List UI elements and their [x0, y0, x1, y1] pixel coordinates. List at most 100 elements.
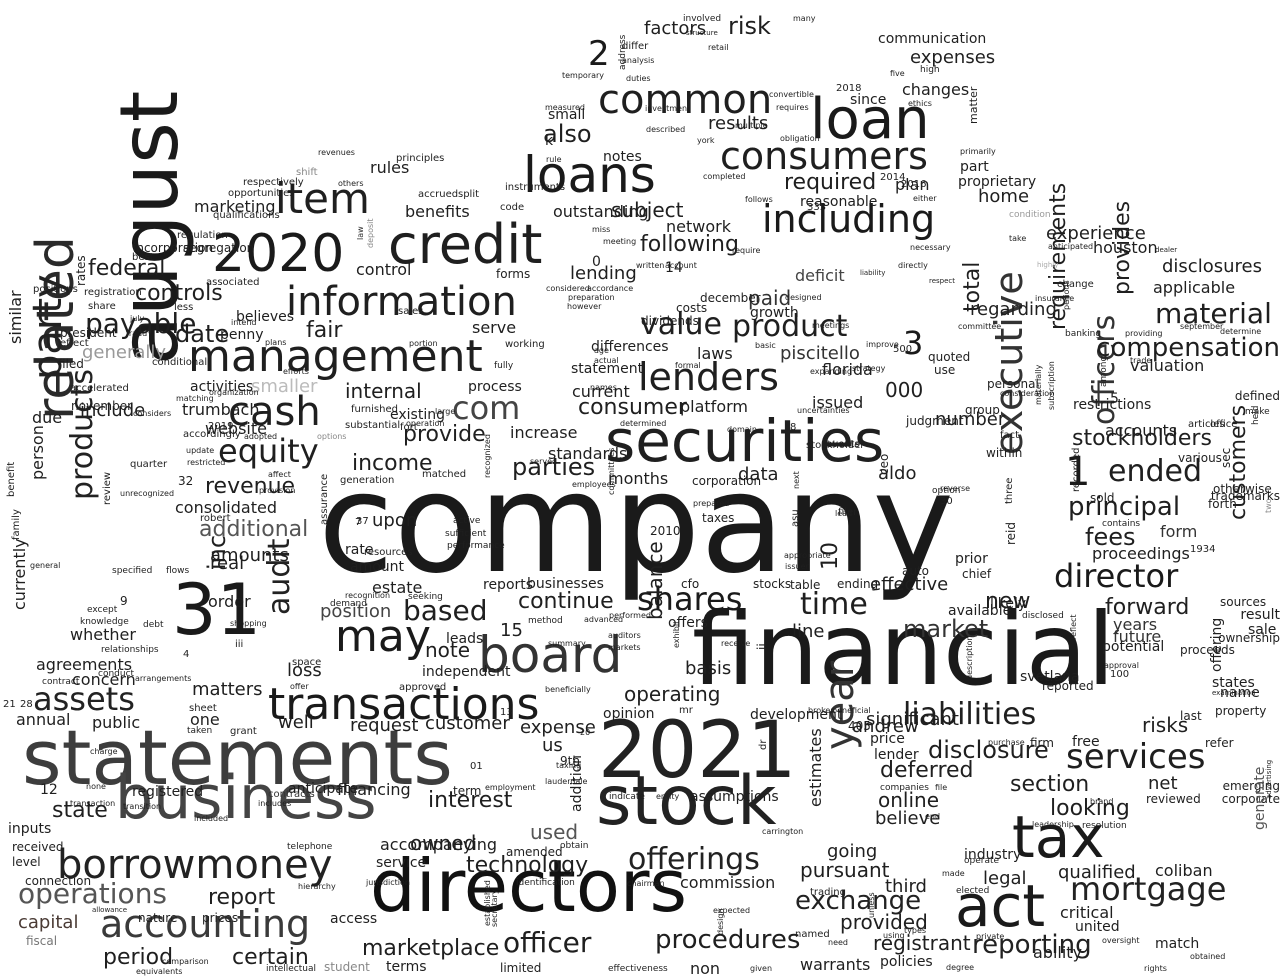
word-markets: markets	[608, 643, 641, 652]
word-registrant: registrant	[873, 931, 971, 955]
word-likely: likely	[990, 596, 1027, 612]
word-knowledge: knowledge	[80, 617, 129, 627]
word-three: three	[1004, 477, 1015, 504]
word-sufficient: sufficient	[445, 529, 487, 539]
word-transaction: transaction	[70, 799, 116, 808]
word-basic: basic	[755, 341, 776, 350]
word-0: 0	[592, 254, 601, 270]
word-trademarks: trademarks	[1210, 489, 1280, 503]
word-affect: affect	[268, 470, 291, 479]
word-information: information	[286, 279, 517, 325]
word-measured: measured	[545, 103, 585, 112]
word-request: request	[350, 715, 419, 736]
word-leadership: leadership	[1032, 820, 1074, 829]
word-forms: forms	[496, 267, 531, 281]
word-2020: 2020	[212, 224, 345, 284]
word-form: form	[1160, 522, 1198, 541]
word-condition: condition	[1009, 210, 1051, 220]
word-filer: filer	[838, 507, 858, 518]
word-net: net	[1148, 773, 1178, 794]
word-none: none	[86, 782, 106, 791]
word-space: space	[292, 657, 322, 668]
word-agreements: agreements	[36, 655, 133, 674]
word-risk: risk	[728, 12, 771, 40]
word-securities: securities	[605, 407, 885, 475]
word-laws: laws	[697, 344, 733, 363]
word-one: one	[190, 710, 220, 729]
word-qualifications: qualifications	[213, 210, 280, 221]
word-reasonable: reasonable	[800, 194, 878, 210]
word-available: available	[948, 603, 1012, 619]
word-federal: federal	[88, 256, 166, 281]
word-change: change	[1057, 279, 1094, 290]
word-leads: leads	[446, 631, 484, 647]
word-principles: principles	[396, 153, 445, 164]
word-active: active	[453, 516, 481, 526]
word-marketing: marketing	[194, 197, 276, 216]
word-also: also	[543, 120, 592, 148]
word-due: due	[32, 408, 63, 427]
word-registration: registration	[84, 287, 142, 298]
word-mortgage: mortgage	[1070, 870, 1227, 908]
word-committee: committee	[958, 322, 1002, 331]
word-based: based	[403, 594, 488, 627]
word-firm: firm	[1030, 736, 1054, 750]
word-legal: legal	[983, 868, 1027, 889]
word-issued: issued	[812, 393, 864, 412]
word-offer: offer	[290, 682, 309, 691]
word-restrictions: restrictions	[1073, 397, 1152, 413]
word-group: group	[965, 403, 1000, 417]
word-pursuant: pursuant	[800, 858, 890, 882]
word-appropriate: appropriate	[784, 551, 831, 560]
word-opinion: opinion	[603, 706, 655, 722]
word-results: results	[708, 113, 769, 134]
word-events: events	[826, 439, 860, 450]
word-revenues: revenues	[318, 148, 355, 157]
word-duties: duties	[626, 74, 651, 83]
word-increase: increase	[510, 423, 578, 442]
word-within: within	[986, 446, 1023, 460]
word-employment: employment	[485, 783, 536, 792]
word-relationships: relationships	[101, 645, 159, 655]
word-taxes: taxes	[702, 511, 735, 525]
word-sources: sources	[1220, 595, 1267, 609]
word-reid: reid	[1004, 521, 1018, 545]
word-accordance: accordance	[587, 284, 634, 293]
word-property: property	[1215, 704, 1267, 718]
word-except: except	[87, 605, 118, 615]
word-involved: involved	[683, 14, 722, 24]
word-obligation: obligation	[780, 134, 820, 143]
word-5: 5	[1110, 391, 1119, 407]
word-various: various	[1178, 451, 1222, 465]
word-many: many	[793, 14, 816, 23]
word-500: 500	[893, 344, 913, 355]
word-item: item	[275, 174, 370, 223]
word-assets: assets	[33, 680, 135, 718]
word-state: state	[52, 798, 108, 823]
word-free: free	[1072, 734, 1100, 750]
word-performance: performance	[447, 541, 505, 551]
word-seeking: seeking	[408, 592, 443, 602]
word-terms: terms	[386, 959, 427, 975]
word-names: names	[590, 383, 617, 392]
word-current: current	[572, 382, 630, 401]
word-banking: banking	[1065, 329, 1102, 339]
word-multiple: multiple	[735, 121, 768, 130]
word-expenses: expenses	[910, 47, 996, 68]
word-rate: rate	[345, 542, 374, 558]
word-28: 28	[20, 699, 33, 710]
word-time: time	[800, 587, 868, 622]
word-qualified: qualified	[1058, 862, 1136, 883]
word-technology: technology	[466, 853, 589, 878]
word-sales: sales	[398, 306, 424, 317]
word-retail: retail	[708, 43, 729, 52]
word-accrued: accrued	[418, 189, 459, 200]
word-large: large	[435, 407, 456, 416]
word-telephone: telephone	[287, 842, 333, 852]
word-liabilities: liabilities	[903, 697, 1037, 732]
word-described: described	[646, 125, 686, 134]
word-contracts: contracts	[268, 789, 315, 800]
word-chief: chief	[962, 567, 992, 581]
word-insurance: insurance	[1035, 294, 1075, 303]
word-outstanding: outstanding	[553, 202, 649, 221]
